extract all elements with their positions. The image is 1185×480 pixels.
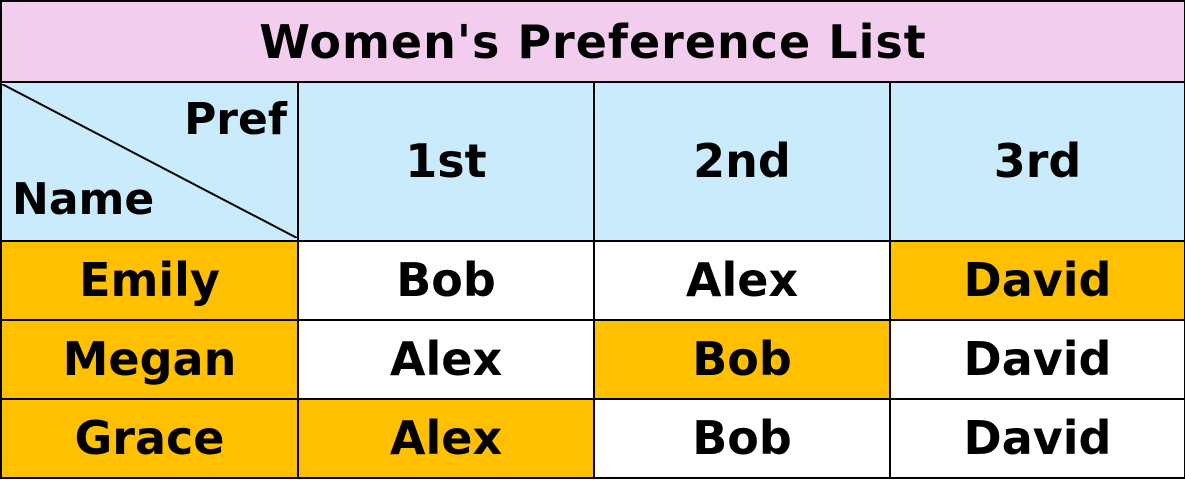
diagonal-divider [2,84,297,238]
column-header-3rd: 3rd [889,81,1185,242]
corner-container: Pref Name [2,84,297,238]
row-name-grace: Grace [0,397,299,480]
table-row: Emily Bob Alex David [0,239,1185,321]
row-name-megan: Megan [0,318,299,400]
table-row: Megan Alex Bob David [0,318,1185,400]
pref-cell: David [889,318,1185,400]
pref-cell: Bob [297,239,595,321]
pref-cell: Alex [297,318,595,400]
header-row: Pref Name 1st 2nd 3rd [0,81,1185,242]
pref-cell-highlighted: Alex [297,397,595,480]
pref-cell-highlighted: Bob [593,318,891,400]
column-header-2nd: 2nd [593,81,891,242]
corner-pref-label: Pref [184,94,287,146]
table-row: Grace Alex Bob David [0,397,1185,480]
pref-cell-highlighted: David [889,239,1185,321]
corner-cell: Pref Name [0,81,299,242]
pref-cell: Alex [593,239,891,321]
pref-cell: Bob [593,397,891,480]
table-title: Women's Preference List [0,0,1185,84]
row-name-emily: Emily [0,239,299,321]
column-header-1st: 1st [297,81,595,242]
corner-name-label: Name [12,174,155,226]
title-row: Women's Preference List [0,0,1185,84]
pref-cell: David [889,397,1185,480]
